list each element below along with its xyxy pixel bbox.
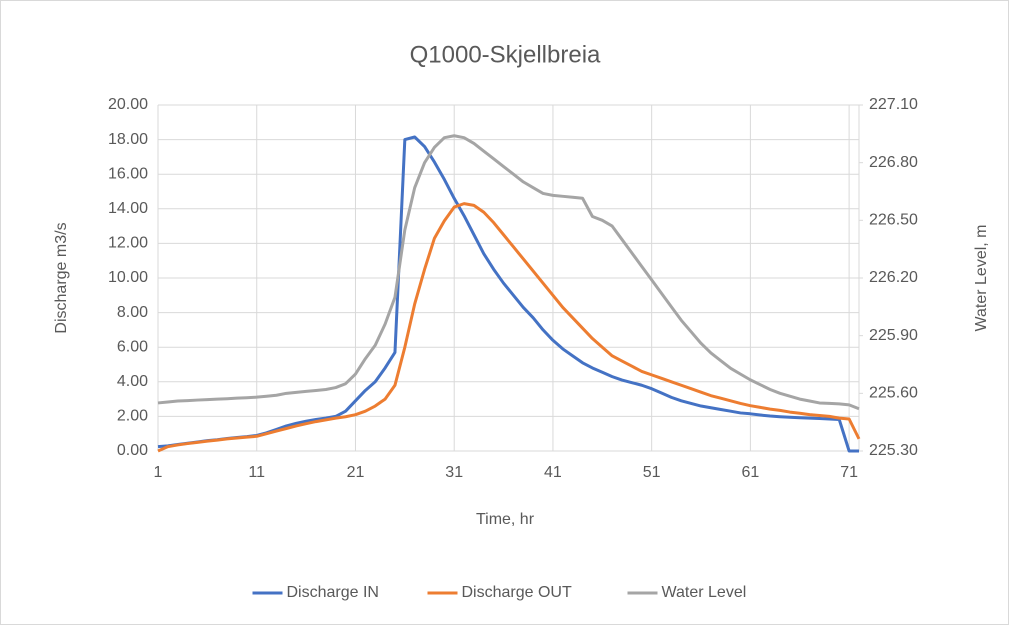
y-tick-label: 20.00	[108, 96, 148, 113]
y2-tick-label: 225.30	[869, 442, 918, 459]
x-tick-label: 1	[154, 464, 163, 481]
y-tick-label: 14.00	[108, 200, 148, 217]
y2-tick-label: 227.10	[869, 96, 918, 113]
x-tick-label: 31	[445, 464, 463, 481]
y-tick-label: 10.00	[108, 269, 148, 286]
series-line	[157, 134, 860, 411]
y2-tick-label: 226.80	[869, 154, 918, 171]
y-tick-label: 2.00	[117, 408, 148, 425]
y-axis-label: Discharge m3/s	[53, 222, 70, 333]
legend-label: Discharge IN	[287, 584, 379, 601]
legend-label: Discharge OUT	[462, 584, 572, 601]
series-line	[157, 135, 859, 453]
y2-tick-label: 225.90	[869, 327, 918, 344]
y2-axis-label: Water Level, m	[973, 225, 990, 332]
legend-label: Water Level	[662, 584, 747, 601]
x-tick-label: 61	[741, 464, 759, 481]
y-tick-label: 12.00	[108, 235, 148, 252]
y2-tick-label: 226.50	[869, 212, 918, 229]
chart-title: Q1000-Skjellbreia	[410, 41, 601, 68]
y-tick-label: 6.00	[117, 338, 148, 355]
y2-tick-label: 225.60	[869, 385, 918, 402]
y-tick-label: 8.00	[117, 304, 148, 321]
x-tick-label: 71	[840, 464, 858, 481]
y-tick-label: 16.00	[108, 165, 148, 182]
x-axis-label: Time, hr	[476, 511, 535, 528]
y-tick-label: 4.00	[117, 373, 148, 390]
y-tick-label: 18.00	[108, 131, 148, 148]
x-tick-label: 11	[248, 464, 265, 481]
x-tick-label: 41	[544, 464, 562, 481]
y2-tick-label: 226.20	[869, 269, 918, 286]
x-tick-label: 51	[643, 464, 661, 481]
x-tick-label: 21	[347, 464, 365, 481]
series-line	[157, 202, 861, 453]
y-tick-label: 0.00	[117, 442, 148, 459]
